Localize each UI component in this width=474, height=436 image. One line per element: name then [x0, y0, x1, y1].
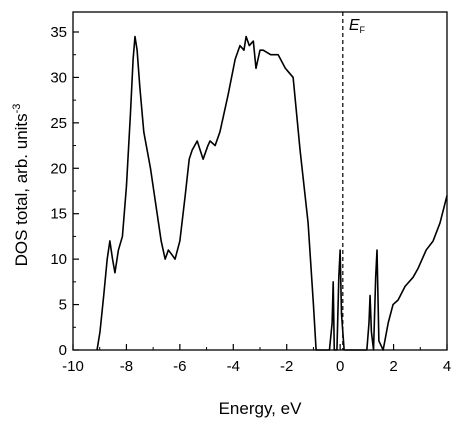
y-tick-label: 0 [59, 342, 67, 359]
y-tick-label: 30 [50, 69, 67, 86]
y-tick-label: 35 [50, 24, 67, 41]
x-axis-label: Energy, eV [219, 399, 303, 418]
dos-line [96, 35, 448, 351]
y-tick-label: 25 [50, 115, 67, 132]
y-axis-label-text: DOS total, arb. units [12, 113, 31, 266]
x-tick-label: -10 [62, 358, 84, 375]
y-tick-label: 5 [59, 297, 67, 314]
y-tick-label: 15 [50, 206, 67, 223]
x-tick-label: 4 [443, 358, 451, 375]
y-axis-label-group: DOS total, arb. units-3 [11, 104, 31, 267]
x-tick-label: -8 [120, 358, 133, 375]
x-tick-label: -2 [280, 358, 293, 375]
x-tick-label: -4 [227, 358, 240, 375]
fermi-label: EF [349, 17, 366, 35]
y-tick-label: 20 [50, 160, 67, 177]
plot-frame [72, 11, 448, 351]
fermi-label-e: E [349, 17, 360, 34]
x-tick-label: 0 [336, 358, 344, 375]
fermi-label-sub: F [359, 25, 365, 35]
y-tick-label: 10 [50, 251, 67, 268]
x-tick-label: 2 [389, 358, 397, 375]
y-axis-label-sup: -3 [11, 104, 23, 114]
x-tick-label: -6 [173, 358, 186, 375]
y-axis-label: DOS total, arb. units-3 [11, 104, 31, 267]
